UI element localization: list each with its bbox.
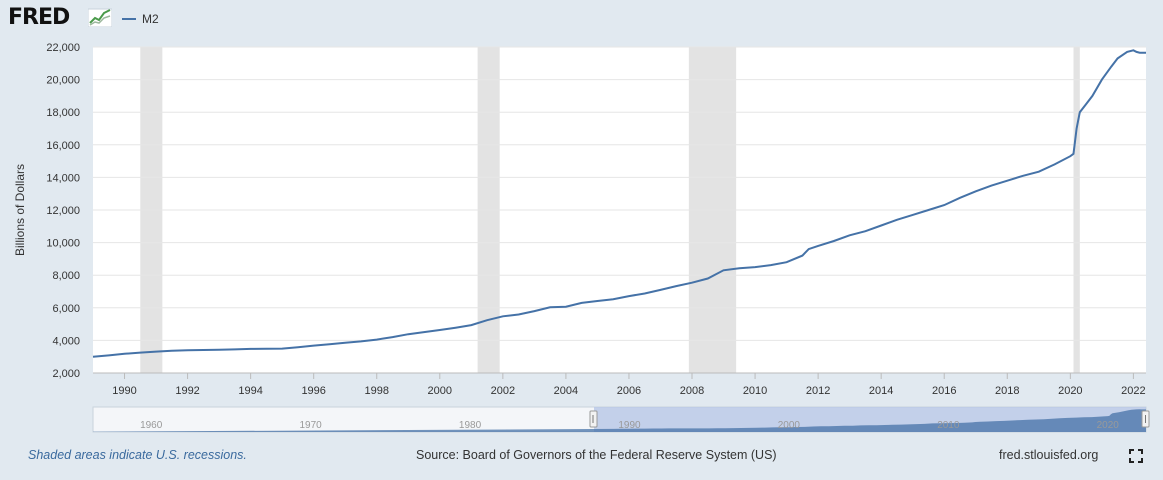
x-tick-label: 2002: [491, 385, 515, 397]
x-tick-label: 2022: [1121, 385, 1145, 397]
x-tick-label: 1996: [301, 385, 325, 397]
y-tick-label: 16,000: [46, 140, 80, 152]
y-tick-label: 10,000: [46, 238, 80, 250]
y-tick-label: 12,000: [46, 205, 80, 217]
source-text: Source: Board of Governors of the Federa…: [416, 448, 777, 462]
navigator-label: 2010: [937, 420, 960, 431]
y-tick-label: 2,000: [52, 368, 80, 380]
legend-swatch: [122, 18, 136, 20]
x-tick-label: 2020: [1058, 385, 1082, 397]
legend[interactable]: M2: [122, 12, 159, 26]
y-axis-label: Billions of Dollars: [13, 164, 27, 256]
y-tick-label: 14,000: [46, 172, 80, 184]
navigator-label: 1970: [299, 420, 322, 431]
legend-label: M2: [142, 12, 159, 26]
navigator-label: 1990: [618, 420, 641, 431]
x-tick-label: 1994: [238, 385, 262, 397]
y-tick-label: 18,000: [46, 107, 80, 119]
x-tick-label: 2012: [806, 385, 830, 397]
x-axis-ticks: 1990 1992 1994 1996 1998 2000 2002 2004 2006 2008…: [93, 372, 1146, 397]
navigator-right-handle[interactable]: [1141, 410, 1150, 428]
y-tick-label: 6,000: [52, 303, 80, 315]
navigator-label: 2020: [1097, 420, 1120, 431]
recession-note: Shaded areas indicate U.S. recessions.: [28, 448, 247, 462]
x-tick-label: 2000: [428, 385, 452, 397]
y-tick-label: 4,000: [52, 335, 80, 347]
navigator-left-handle[interactable]: [589, 410, 598, 428]
navigator-label: 2000: [778, 420, 801, 431]
navigator-series-area: [93, 409, 1146, 432]
logo-graph-icon: [88, 8, 112, 27]
y-axis-ticks: 2,000 4,000 6,000 8,000 10,000 12,000 14,000 16…: [46, 42, 80, 380]
site-link[interactable]: fred.stlouisfed.org: [999, 448, 1099, 462]
m2-series-line: [92, 49, 1146, 358]
x-tick-label: 2004: [554, 385, 578, 397]
navigator[interactable]: 1960 1970 1980 1990 2000 2010 2020: [92, 406, 1150, 433]
x-tick-label: 1992: [175, 385, 199, 397]
fullscreen-icon[interactable]: [1129, 449, 1143, 463]
gridlines: [93, 46, 1146, 374]
navigator-label: 1960: [140, 420, 163, 431]
navigator-label: 1980: [459, 420, 482, 431]
x-tick-label: 2008: [680, 385, 704, 397]
x-tick-label: 2014: [869, 385, 893, 397]
chart: 2,000 4,000 6,000 8,000 10,000 12,000 14,000 16…: [13, 42, 1150, 433]
x-tick-label: 2010: [743, 385, 767, 397]
x-tick-label: 2016: [932, 385, 956, 397]
x-tick-label: 1990: [112, 385, 136, 397]
header: FRED M2: [0, 0, 1163, 40]
navigator-labels: 1960 1970 1980 1990 2000 2010 2020: [140, 420, 1119, 431]
x-tick-label: 1998: [365, 385, 389, 397]
y-tick-label: 8,000: [52, 270, 80, 282]
x-tick-label: 2018: [995, 385, 1019, 397]
y-tick-label: 20,000: [46, 75, 80, 87]
x-tick-label: 2006: [617, 385, 641, 397]
y-tick-label: 22,000: [46, 42, 80, 54]
fred-logo[interactable]: FRED: [8, 5, 70, 30]
